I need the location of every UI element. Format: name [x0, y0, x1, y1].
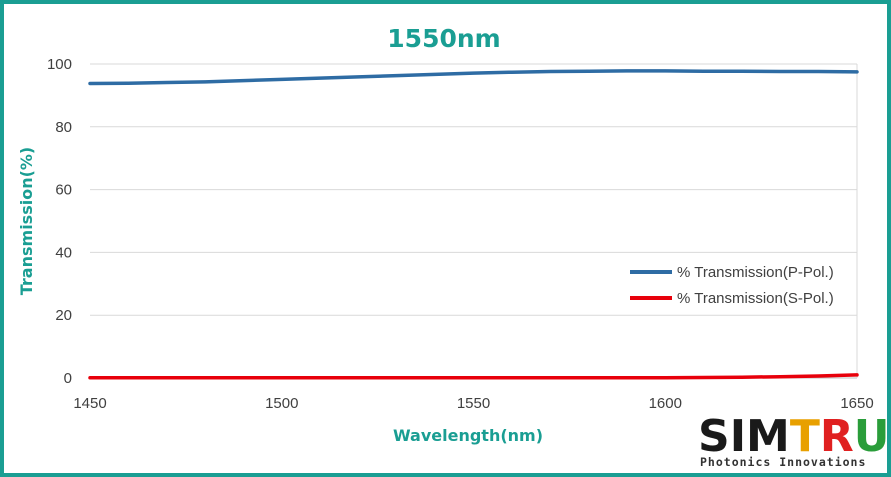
y-tick-label-0: 0 — [64, 370, 72, 387]
y-tick-label-20: 20 — [55, 307, 72, 324]
simtrum-logo: SIMTRUM Photonics Innovations — [698, 411, 891, 469]
x-axis-label: Wavelength(nm) — [393, 426, 543, 445]
x-tick-label-1550: 1550 — [457, 395, 490, 412]
legend-label-s-pol: % Transmission(S-Pol.) — [677, 290, 834, 307]
y-tick-label-80: 80 — [55, 119, 72, 136]
logo-text-trum: TRUM — [790, 411, 891, 462]
x-tick-label-1500: 1500 — [265, 395, 298, 412]
y-axis-label: Transmission(%) — [17, 147, 36, 295]
logo-letter-t: T — [790, 411, 820, 462]
y-axis-ticks: 0 20 40 60 80 100 — [47, 56, 72, 387]
legend: % Transmission(P-Pol.) % Transmission(S-… — [630, 264, 834, 307]
legend-label-p-pol: % Transmission(P-Pol.) — [677, 264, 834, 281]
x-axis-ticks: 1450 1500 1550 1600 1650 — [73, 395, 873, 412]
x-tick-label-1650: 1650 — [840, 395, 873, 412]
logo-wordmark: SIMTRUM — [698, 411, 891, 462]
series-line-p-pol — [88, 69, 859, 86]
logo-letter-u: U — [854, 411, 890, 462]
logo-text-sim: SIM — [698, 411, 790, 462]
x-tick-label-1600: 1600 — [649, 395, 682, 412]
y-tick-label-60: 60 — [55, 182, 72, 199]
logo-letter-r: R — [820, 411, 854, 462]
y-tick-label-100: 100 — [47, 56, 72, 73]
x-tick-label-1450: 1450 — [73, 395, 106, 412]
gridlines — [90, 63, 858, 379]
y-tick-label-40: 40 — [55, 244, 72, 261]
series-line-s-pol — [88, 373, 859, 380]
chart-title: 1550nm — [387, 24, 500, 53]
logo-letter-m: M — [890, 411, 891, 462]
logo-tagline: Photonics Innovations — [700, 455, 866, 469]
series-lines — [88, 69, 859, 380]
